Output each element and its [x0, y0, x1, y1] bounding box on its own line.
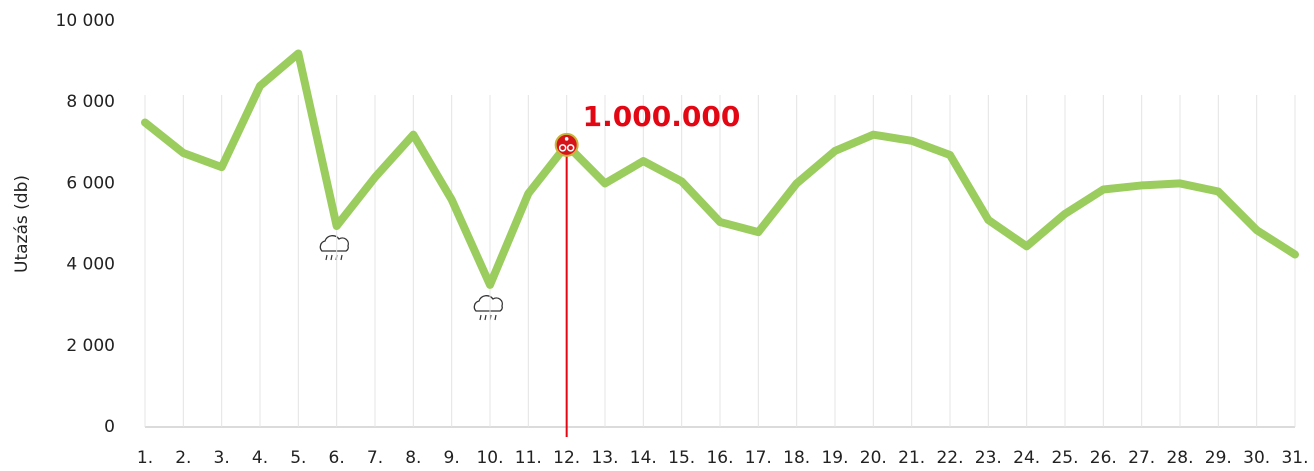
x-tick-label: 9. [444, 448, 460, 467]
x-tick-label: 18. [783, 448, 810, 467]
x-tick-label: 28. [1166, 448, 1193, 467]
x-tick-label: 16. [706, 448, 733, 467]
x-tick-label: 19. [821, 448, 848, 467]
x-tick-label: 29. [1205, 448, 1232, 467]
x-tick-label: 21. [898, 448, 925, 467]
x-tick-label: 23. [975, 448, 1002, 467]
y-axis-title: Utazás (db) [12, 175, 32, 273]
x-tick-label: 11. [515, 448, 542, 467]
x-tick-label: 17. [745, 448, 772, 467]
x-tick-label: 31. [1281, 448, 1308, 467]
annotation: 1.000.000 [583, 100, 741, 133]
bike-rider [564, 137, 569, 141]
y-tick-label: 10 000 [56, 11, 115, 31]
x-tick-label: 15. [668, 448, 695, 467]
x-tick-label: 14. [630, 448, 657, 467]
x-tick-label: 1. [137, 448, 153, 467]
x-tick-label: 12. [553, 448, 580, 467]
x-tick-label: 3. [214, 448, 230, 467]
y-tick-label: 8 000 [66, 92, 115, 112]
data-line [141, 49, 1299, 289]
rain-icon [319, 235, 349, 261]
y-tick-label: 4 000 [66, 255, 115, 275]
x-tick-label: 13. [591, 448, 618, 467]
bike-wheel [558, 144, 567, 152]
x-tick-label: 10. [476, 448, 503, 467]
rain-icon [473, 295, 503, 321]
x-tick-label: 7. [367, 448, 383, 467]
x-tick-label: 2. [175, 448, 191, 467]
x-tick-label: 30. [1243, 448, 1270, 467]
x-tick-label: 25. [1051, 448, 1078, 467]
y-tick-label: 6 000 [66, 173, 115, 193]
x-tick-label: 8. [405, 448, 421, 467]
x-tick-label: 26. [1090, 448, 1117, 467]
x-tick-label: 6. [329, 448, 345, 467]
y-tick-label: 0 [104, 417, 115, 437]
x-tick-label: 4. [252, 448, 268, 467]
x-tick-label: 22. [936, 448, 963, 467]
y-tick-label: 2 000 [66, 336, 115, 356]
x-tick-label: 5. [290, 448, 306, 467]
x-tick-label: 20. [860, 448, 887, 467]
x-tick-label: 27. [1128, 448, 1155, 467]
x-tick-label: 24. [1013, 448, 1040, 467]
bike-wheel [566, 144, 575, 152]
